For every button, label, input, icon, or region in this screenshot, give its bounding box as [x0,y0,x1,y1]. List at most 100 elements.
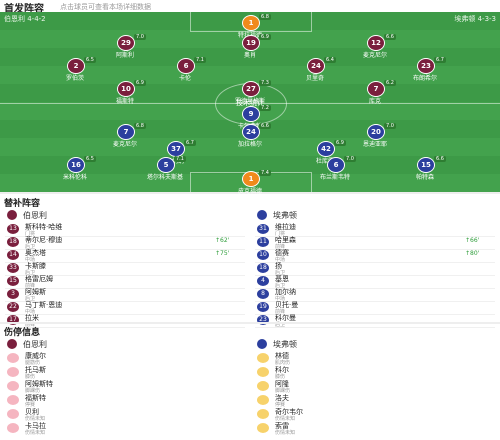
player-rating: 6.6 [384,34,396,40]
player-rating: 6.5 [84,156,96,162]
injury-name: 阿隆 [275,380,289,388]
sub-name: 哈里森 [275,236,296,244]
player-number[interactable]: 6 [177,58,195,74]
injury-icon [257,381,269,391]
sub-number[interactable]: 3 [7,289,19,299]
sub-position: 后卫 [275,270,286,276]
player-name: 麦克尼尔 [112,141,137,148]
sub-number[interactable]: 22 [7,302,19,312]
sub-name: 扬 [275,262,282,270]
injury-reason: 停赛 [25,402,36,408]
sub-position: 中场 [25,257,36,263]
player-number[interactable]: 2 [67,58,85,74]
injury-reason: 伤情未知 [25,430,46,436]
injury-reason: 膝伤 [275,374,286,380]
player-number[interactable]: 12 [367,35,385,51]
row-line [255,275,495,276]
sub-number[interactable]: 8 [257,289,269,299]
divider [0,322,500,324]
sub-number[interactable]: 18 [257,263,269,273]
sub-name: 维拉迪 [275,223,296,231]
player-number[interactable]: 24 [307,58,325,74]
player-number[interactable]: 1 [242,171,260,187]
team-badge [257,339,267,349]
injury-name: 林德 [275,352,289,360]
injury-reason: 停赛 [275,402,286,408]
player-number[interactable]: 20 [367,124,385,140]
row-line [5,314,245,315]
sub-number[interactable]: 18 [7,237,19,247]
home-label: 伯恩利 4-4-2 [4,15,46,23]
injury-name: 托马斯 [25,366,46,374]
sub-number[interactable]: 15 [7,276,19,286]
sub-position: 后卫 [25,270,36,276]
sub-number[interactable]: 31 [257,224,269,234]
player-name: 塔尔科夫斯基 [146,174,183,181]
player-name: 奥肖 [243,52,256,59]
player-rating: 6.7 [434,57,446,63]
player-number[interactable]: 19 [242,35,260,51]
player-number[interactable]: 23 [417,58,435,74]
sub-number[interactable]: 11 [257,237,269,247]
subtitle: 点击球员可查看本场详细数据 [60,3,151,11]
team-badge [7,210,17,220]
sub-number[interactable]: 14 [7,250,19,260]
sub-number[interactable]: 33 [7,263,19,273]
player-name: 库克 [368,98,381,105]
sub-name: 加尔纳 [275,288,296,296]
injury-icon [7,423,19,433]
player-name: 帕特森 [415,174,434,181]
team-badge [257,210,267,220]
team-name: 伯恩利 [23,340,47,349]
sub-number[interactable]: 10 [257,250,269,260]
player-number[interactable]: 5 [157,157,175,173]
sub-number[interactable]: 19 [257,302,269,312]
sub-time: ↑62' [215,237,230,244]
player-name: 恩迪亚耶 [362,141,387,148]
player-number[interactable]: 37 [167,141,185,157]
player-name: 皮克福德 [237,188,262,195]
player-name: 布朗希尔 [412,75,437,82]
player-number[interactable]: 15 [417,157,435,173]
row-line [255,262,495,263]
player-number[interactable]: 42 [317,141,335,157]
player-number[interactable]: 7 [117,124,135,140]
injury-icon [257,353,269,363]
injury-reason: 腿筋伤 [25,360,41,366]
injury-icon [7,381,19,391]
player-number[interactable]: 10 [117,81,135,97]
player-rating: 6.2 [384,80,396,86]
injury-reason: 肌肉伤 [275,360,291,366]
sub-number[interactable]: 13 [7,224,19,234]
sub-position: 后卫 [275,283,286,289]
player-rating: 7.1 [174,156,186,162]
away-label: 埃弗顿 4-3-3 [454,15,496,23]
team-badge [7,339,17,349]
sub-name: 卡斯滕 [25,262,46,270]
player-number[interactable]: 27 [242,81,260,97]
player-number[interactable]: 16 [67,157,85,173]
injury-name: 贝利 [25,408,39,416]
player-number[interactable]: 29 [117,35,135,51]
injury-name: 福斯特 [25,394,46,402]
sub-time: ↑66' [465,237,480,244]
injury-reason: 伤情未知 [25,416,46,422]
player-number[interactable]: 6 [327,157,345,173]
sub-name: 阿姆斯 [25,288,46,296]
sub-name: 马丁斯·恩迪 [25,301,63,309]
sub-number[interactable]: 4 [257,276,269,286]
row-line [5,262,245,263]
row-line [255,301,495,302]
player-number[interactable]: 7 [367,81,385,97]
sub-number[interactable]: 17 [7,315,19,325]
player-number[interactable]: 1 [242,15,260,31]
player-name: 加拉格尔 [237,141,262,148]
injury-reason: 脚踝伤 [275,388,291,394]
player-rating: 6.8 [134,123,146,129]
sub-name: 科尔曼 [275,314,296,322]
sub-number[interactable]: 23 [257,315,269,325]
player-number[interactable]: 9 [242,106,260,122]
injury-name: 奇尔韦尔 [275,408,303,416]
player-number[interactable]: 24 [242,124,260,140]
row-line [255,288,495,289]
